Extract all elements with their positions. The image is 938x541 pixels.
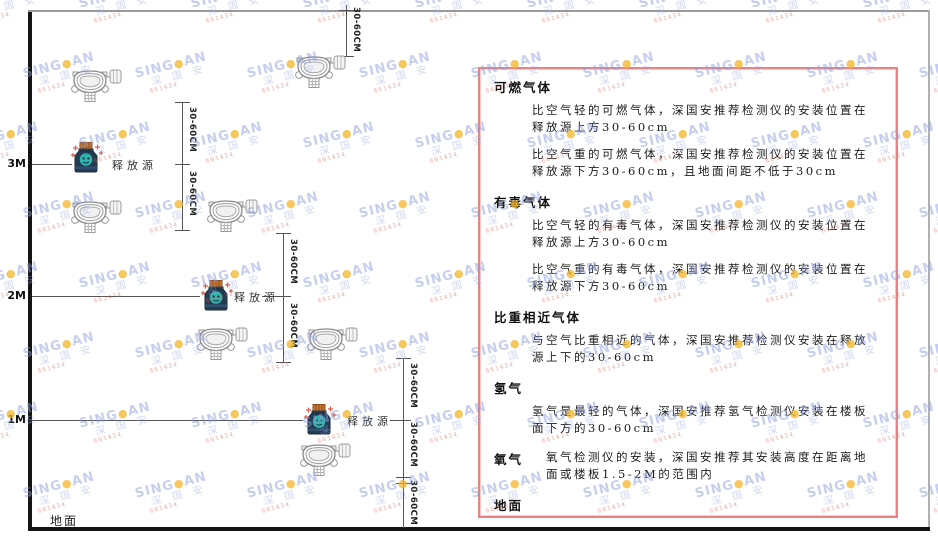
ground-label: 地面 xyxy=(50,514,79,528)
section-oxygen: 氧气 氧气检测仪的安装，深国安推荐其安装高度在距离地面或楼板1.5-2M的范围内 xyxy=(494,449,886,483)
dimension-label: 30-60CM xyxy=(288,303,298,349)
dimension-label: 30-60CM xyxy=(408,422,418,468)
frame-right-line xyxy=(928,10,930,531)
section-heading-similar-density: 比重相近气体 xyxy=(494,310,582,325)
level-line-2m xyxy=(32,296,200,297)
gas-detector-icon xyxy=(196,324,248,362)
section-paragraph: 氧气检测仪的安装，深国安推荐其安装高度在距离地面或楼板1.5-2M的范围内 xyxy=(546,450,868,481)
section-paragraph: 比空气重的有毒气体，深国安推荐检测仪的安装位置在释放源下方30-60cm xyxy=(532,262,868,293)
ground-line xyxy=(28,527,930,531)
gas-detector-icon xyxy=(294,52,346,90)
gas-detector-icon xyxy=(299,440,351,478)
release-source-label: 释放源 xyxy=(234,291,279,304)
gas-detector-icon xyxy=(206,196,258,234)
release-source-icon xyxy=(68,142,104,174)
section-heading-combustible: 可燃气体 xyxy=(494,80,553,95)
dimension-label: 30-60CM xyxy=(288,239,298,285)
gas-detector-icon xyxy=(306,324,358,362)
dimension-label: 30-60CM xyxy=(187,171,197,217)
dimension-label: 30-60CM xyxy=(408,363,418,409)
level-line-2m-connector xyxy=(262,296,283,297)
section-paragraph: 比空气重的可燃气体，深国安推荐检测仪的安装位置在释放源下方30-60cm，且地面… xyxy=(532,147,868,178)
section-paragraph: 比空气轻的有毒气体，深国安推荐检测仪的安装位置在释放源上方30-60cm xyxy=(532,218,868,249)
section-heading-oxygen: 氧气 xyxy=(494,452,524,467)
gas-detector-icon xyxy=(70,197,122,235)
section-paragraph: 比空气轻的可燃气体，深国安推荐检测仪的安装位置在释放源上方30-60cm xyxy=(532,103,868,134)
height-label-1m: 1M xyxy=(7,413,26,426)
section-heading-ground: 地面 xyxy=(494,498,524,513)
wall-line xyxy=(28,10,32,531)
level-line-3m xyxy=(32,164,72,165)
ceiling-line xyxy=(28,10,930,12)
section-heading-hydrogen: 氢气 xyxy=(494,381,524,396)
release-source-label: 释放源 xyxy=(112,159,157,172)
level-line-1m xyxy=(32,420,303,421)
dimension-label: 30-60CM xyxy=(187,107,197,153)
gas-detector-icon xyxy=(70,66,122,104)
dimension-label: 30-60CM xyxy=(351,7,361,53)
release-source-label: 释放源 xyxy=(347,415,392,428)
info-panel: 可燃气体 比空气轻的可燃气体，深国安推荐检测仪的安装位置在释放源上方30-60c… xyxy=(478,67,898,518)
height-label-2m: 2M xyxy=(7,289,26,302)
release-source-icon xyxy=(198,280,234,312)
section-paragraph: 氢气是最轻的气体，深国安推荐氢气检测仪安装在楼板面下方的30-60cm xyxy=(532,404,868,435)
release-source-icon xyxy=(301,404,337,436)
dimension-label: 30-60CM xyxy=(408,480,418,526)
height-label-3m: 3M xyxy=(7,157,26,170)
section-heading-toxic: 有毒气体 xyxy=(494,195,553,210)
section-paragraph: 与空气比重相近的气体，深国安推荐检测仪安装在释放源上下的30-60cm xyxy=(532,333,868,364)
